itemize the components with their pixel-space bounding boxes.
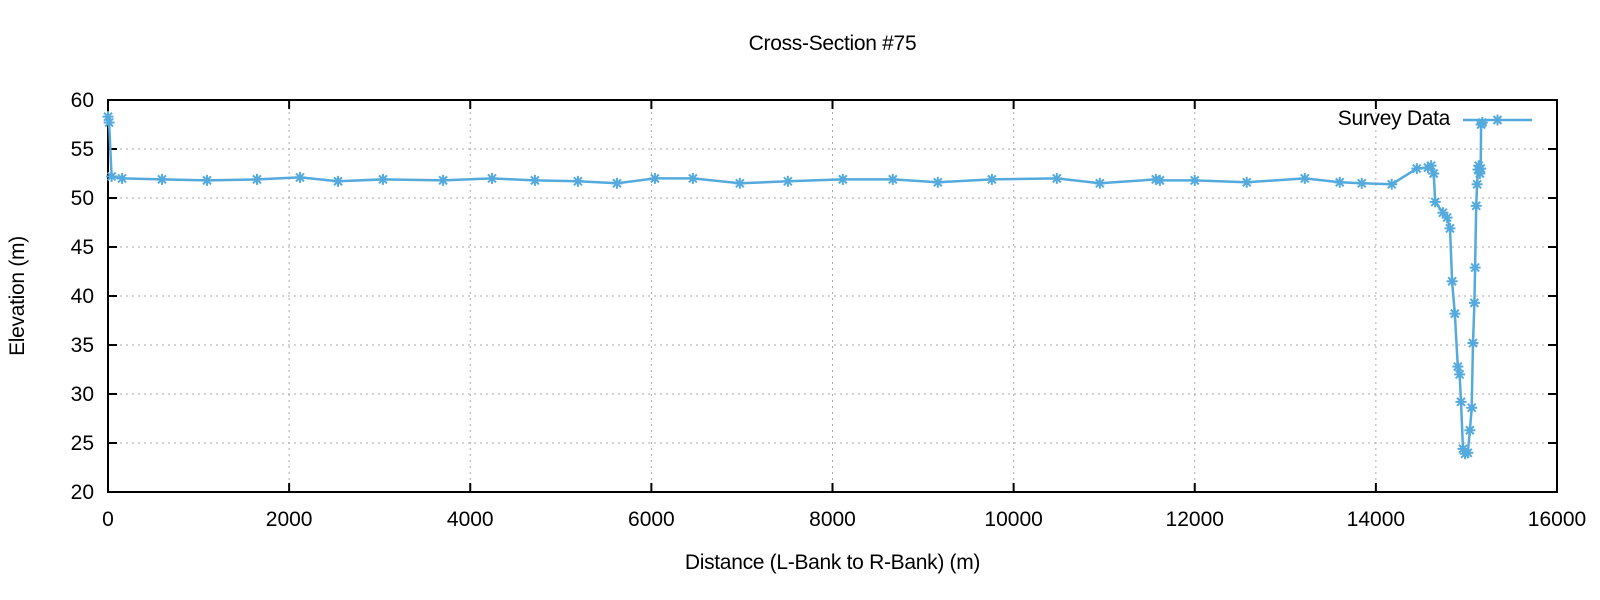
data-point-marker (734, 177, 746, 189)
data-point-marker (1425, 160, 1437, 172)
data-point-marker (156, 173, 168, 185)
x-tick-label: 14000 (1347, 508, 1405, 531)
survey-data-markers (102, 111, 1488, 460)
data-point-marker (201, 174, 213, 186)
data-point-marker (1476, 117, 1488, 129)
data-point-marker (1241, 176, 1253, 188)
data-point-marker (1189, 174, 1201, 186)
data-point-marker (572, 175, 584, 187)
data-point-marker (332, 175, 344, 187)
data-point-marker (611, 177, 623, 189)
data-point-marker (1475, 163, 1487, 175)
data-point-marker (986, 173, 998, 185)
data-point-marker (1469, 262, 1481, 274)
data-point-marker (1454, 368, 1466, 380)
data-point-marker (1471, 178, 1483, 190)
y-tick-label: 60 (71, 89, 94, 112)
series-survey-data (102, 111, 1488, 460)
data-point-marker (1299, 172, 1311, 184)
data-point-marker (1441, 212, 1453, 224)
data-point-marker (1467, 337, 1479, 349)
data-point-marker (1051, 172, 1063, 184)
y-tick-label: 50 (71, 187, 94, 210)
plot-border (107, 99, 1558, 493)
data-point-marker (687, 172, 699, 184)
data-point-marker (782, 175, 794, 187)
data-point-marker (837, 173, 849, 185)
x-tick-label: 4000 (447, 508, 494, 531)
data-point-marker (1466, 402, 1478, 414)
y-tick-label: 35 (71, 334, 94, 357)
legend-label: Survey Data (1337, 107, 1451, 130)
data-point-marker (116, 172, 128, 184)
y-tick-label: 25 (71, 432, 94, 455)
data-point-marker (932, 176, 944, 188)
data-point-marker (1452, 361, 1464, 373)
data-point-marker (649, 172, 661, 184)
data-point-marker (1429, 196, 1441, 208)
data-point-marker (1386, 178, 1398, 190)
data-point-marker (1446, 275, 1458, 287)
data-point-marker (1444, 222, 1456, 234)
data-point-marker (437, 174, 449, 186)
data-point-marker (1334, 176, 1346, 188)
data-point-marker (1462, 447, 1474, 459)
axis-ticks: 0 2000 4000 6000 8000 10000 12000 14000 16000 20 2… (71, 89, 1587, 531)
data-point-marker (103, 117, 115, 129)
survey-data-line (106, 115, 1484, 456)
data-point-marker (1492, 114, 1503, 126)
x-tick-label: 12000 (1166, 508, 1224, 531)
y-tick-label: 55 (71, 138, 94, 161)
y-axis-label: Elevation (m) (6, 236, 29, 356)
y-tick-label: 45 (71, 236, 94, 259)
grid-lines (108, 100, 1557, 492)
data-point-marker (1411, 163, 1423, 175)
data-point-marker (1455, 396, 1467, 408)
x-tick-label: 10000 (984, 508, 1042, 531)
data-point-marker (1464, 424, 1476, 436)
data-point-marker (1468, 297, 1480, 309)
data-point-marker (1356, 177, 1368, 189)
x-tick-label: 6000 (628, 508, 675, 531)
data-point-marker (251, 173, 263, 185)
y-tick-label: 40 (71, 285, 94, 308)
data-point-marker (1470, 200, 1482, 212)
data-point-marker (1449, 308, 1461, 320)
data-point-marker (486, 172, 498, 184)
y-tick-label: 30 (71, 383, 94, 406)
data-point-marker (1428, 168, 1440, 179)
x-tick-label: 8000 (809, 508, 856, 531)
x-tick-label: 2000 (266, 508, 313, 531)
y-tick-label: 20 (71, 481, 94, 504)
data-point-marker (106, 170, 118, 182)
data-point-marker (294, 171, 306, 183)
data-point-marker (529, 174, 541, 186)
data-point-marker (1154, 174, 1166, 186)
legend-sample (1463, 114, 1532, 126)
x-tick-label: 0 (102, 508, 114, 531)
x-tick-label: 16000 (1528, 508, 1586, 531)
data-point-marker (377, 173, 389, 185)
chart-title: Cross-Section #75 (748, 32, 917, 55)
x-axis-label: Distance (L-Bank to R-Bank) (m) (684, 551, 981, 574)
data-point-marker (887, 173, 899, 185)
data-point-marker (1094, 177, 1106, 189)
